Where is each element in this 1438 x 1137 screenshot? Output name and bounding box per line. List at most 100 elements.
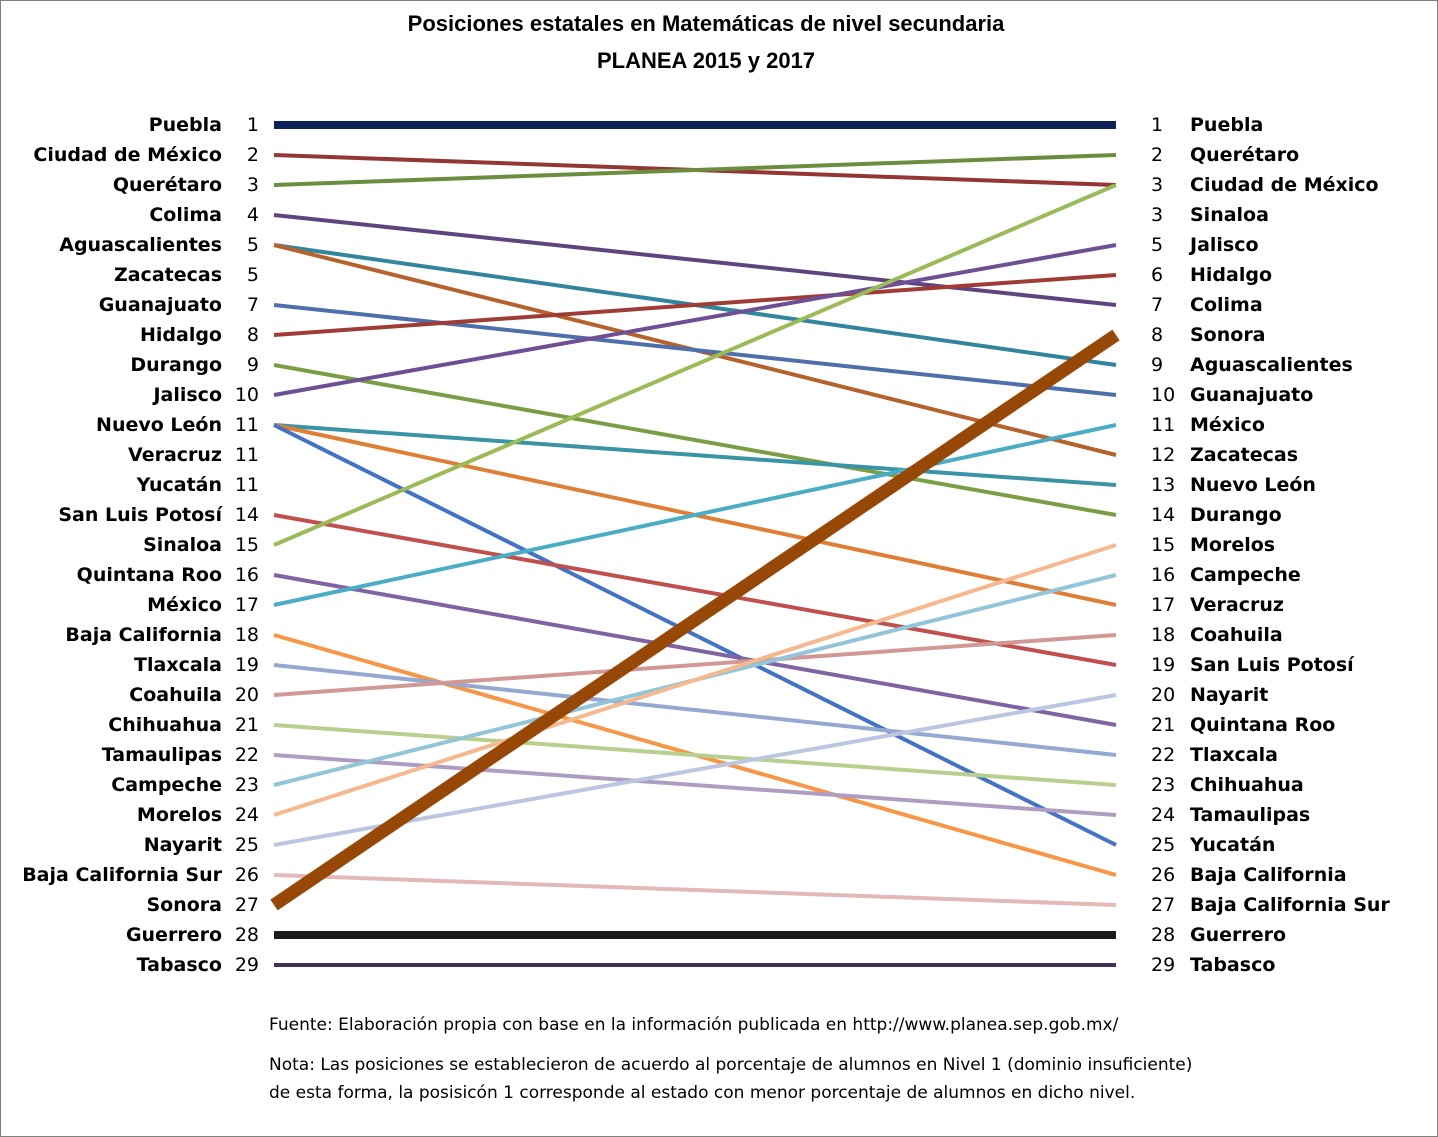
- left-label-guerrero: Guerrero: [126, 924, 222, 946]
- series-line-tlaxcala: [273, 663, 1117, 757]
- left-label-campeche: Campeche: [111, 774, 222, 796]
- left-label-sinaloa: Sinaloa: [143, 534, 222, 556]
- right-rank-baja-california-sur: 27: [1151, 894, 1175, 916]
- right-label-tamaulipas: Tamaulipas: [1190, 804, 1310, 826]
- right-label-durango: Durango: [1190, 504, 1282, 526]
- left-label-mexico: México: [147, 594, 222, 616]
- left-rank-morelos: 24: [235, 804, 259, 826]
- right-label-quintana-roo: Quintana Roo: [1190, 714, 1335, 736]
- left-rank-nayarit: 25: [235, 834, 259, 856]
- series-line-nuevo-leon: [273, 423, 1117, 487]
- methodology-note: Nota: Las posiciones se establecieron de…: [269, 1055, 1193, 1103]
- right-rank-aguascalientes: 9: [1151, 354, 1163, 376]
- left-label-chihuahua: Chihuahua: [108, 714, 222, 736]
- chart-subtitle: PLANEA 2015 y 2017: [596, 48, 816, 73]
- left-rank-colima: 4: [247, 204, 259, 226]
- series-line-queretaro: [273, 153, 1117, 187]
- right-label-zacatecas: Zacatecas: [1190, 444, 1298, 466]
- left-rank-coahuila: 20: [235, 684, 259, 706]
- left-label-san-luis-potosi: San Luis Potosí: [58, 504, 223, 526]
- right-rank-chihuahua: 23: [1151, 774, 1175, 796]
- right-label-baja-california: Baja California: [1190, 864, 1347, 886]
- right-rank-baja-california: 26: [1151, 864, 1175, 886]
- series-line-coahuila: [273, 633, 1117, 697]
- source-note: Fuente: Elaboración propia con base en l…: [269, 1015, 1119, 1035]
- right-rank-tamaulipas: 24: [1151, 804, 1175, 826]
- right-label-morelos: Morelos: [1190, 534, 1275, 556]
- left-rank-queretaro: 3: [247, 174, 259, 196]
- right-rank-mexico: 11: [1151, 414, 1175, 436]
- left-label-veracruz: Veracruz: [128, 444, 222, 466]
- left-label-nayarit: Nayarit: [144, 834, 222, 856]
- right-label-sonora: Sonora: [1190, 324, 1266, 346]
- series-line-yucatan: [273, 423, 1117, 847]
- right-rank-veracruz: 17: [1151, 594, 1175, 616]
- right-label-guerrero: Guerrero: [1190, 924, 1286, 946]
- right-rank-tabasco: 29: [1151, 954, 1175, 976]
- left-label-quintana-roo: Quintana Roo: [77, 564, 222, 586]
- left-rank-hidalgo: 8: [247, 324, 259, 346]
- right-rank-guerrero: 28: [1151, 924, 1175, 946]
- left-label-puebla: Puebla: [149, 114, 222, 136]
- right-rank-jalisco: 5: [1151, 234, 1163, 256]
- right-rank-coahuila: 18: [1151, 624, 1175, 646]
- left-rank-jalisco: 10: [235, 384, 259, 406]
- left-label-coahuila: Coahuila: [129, 684, 222, 706]
- left-label-baja-california: Baja California: [65, 624, 222, 646]
- series-line-mexico: [273, 423, 1117, 607]
- right-label-baja-california-sur: Baja California Sur: [1190, 894, 1390, 916]
- right-rank-durango: 14: [1151, 504, 1175, 526]
- right-rank-zacatecas: 12: [1151, 444, 1175, 466]
- right-label-mexico: México: [1190, 414, 1265, 436]
- right-rank-morelos: 15: [1151, 534, 1175, 556]
- left-label-yucatan: Yucatán: [136, 474, 222, 496]
- right-rank-puebla: 1: [1151, 114, 1163, 136]
- left-rank-aguascalientes: 5: [247, 234, 259, 256]
- left-label-guanajuato: Guanajuato: [99, 294, 222, 316]
- right-label-queretaro: Querétaro: [1190, 144, 1299, 166]
- left-label-hidalgo: Hidalgo: [140, 324, 222, 346]
- left-rank-guanajuato: 7: [247, 294, 259, 316]
- left-label-morelos: Morelos: [137, 804, 222, 826]
- left-rank-baja-california-sur: 26: [235, 864, 259, 886]
- left-rank-tamaulipas: 22: [235, 744, 259, 766]
- series-lines: [270, 121, 1120, 967]
- left-label-durango: Durango: [130, 354, 222, 376]
- right-label-san-luis-potosi: San Luis Potosí: [1190, 654, 1355, 676]
- right-label-puebla: Puebla: [1190, 114, 1263, 136]
- right-label-aguascalientes: Aguascalientes: [1190, 354, 1353, 376]
- right-label-coahuila: Coahuila: [1190, 624, 1283, 646]
- right-rank-guanajuato: 10: [1151, 384, 1175, 406]
- right-rank-nayarit: 20: [1151, 684, 1175, 706]
- right-label-tabasco: Tabasco: [1190, 954, 1275, 976]
- left-label-nuevo-leon: Nuevo León: [96, 414, 222, 436]
- right-rank-san-luis-potosi: 19: [1151, 654, 1175, 676]
- slope-chart: Puebla 1 Ciudad de México 2 Querétaro 3 Colima…: [22, 114, 1390, 976]
- left-rank-campeche: 23: [235, 774, 259, 796]
- series-line-durango: [273, 363, 1117, 517]
- right-label-sinaloa: Sinaloa: [1190, 204, 1269, 226]
- left-label-baja-california-sur: Baja California Sur: [22, 864, 222, 886]
- left-label-zacatecas: Zacatecas: [114, 264, 222, 286]
- right-label-tlaxcala: Tlaxcala: [1190, 744, 1278, 766]
- left-rank-nuevo-leon: 11: [235, 414, 259, 436]
- right-rank-nuevo-leon: 13: [1151, 474, 1175, 496]
- left-label-jalisco: Jalisco: [151, 384, 222, 406]
- right-label-jalisco: Jalisco: [1188, 234, 1259, 256]
- series-line-sinaloa: [273, 183, 1117, 547]
- left-rank-mexico: 17: [235, 594, 259, 616]
- series-line-hidalgo: [273, 273, 1117, 337]
- right-rank-colima: 7: [1151, 294, 1163, 316]
- right-label-campeche: Campeche: [1190, 564, 1301, 586]
- left-rank-tlaxcala: 19: [235, 654, 259, 676]
- right-label-veracruz: Veracruz: [1190, 594, 1284, 616]
- right-label-nuevo-leon: Nuevo León: [1190, 474, 1316, 496]
- right-rank-yucatan: 25: [1151, 834, 1175, 856]
- series-line-sonora: [270, 329, 1120, 911]
- left-labels: Puebla 1 Ciudad de México 2 Querétaro 3 Colima…: [22, 114, 259, 976]
- series-line-baja-california-sur: [273, 873, 1117, 907]
- right-rank-queretaro: 2: [1151, 144, 1163, 166]
- right-label-nayarit: Nayarit: [1190, 684, 1268, 706]
- series-line-morelos: [273, 543, 1117, 817]
